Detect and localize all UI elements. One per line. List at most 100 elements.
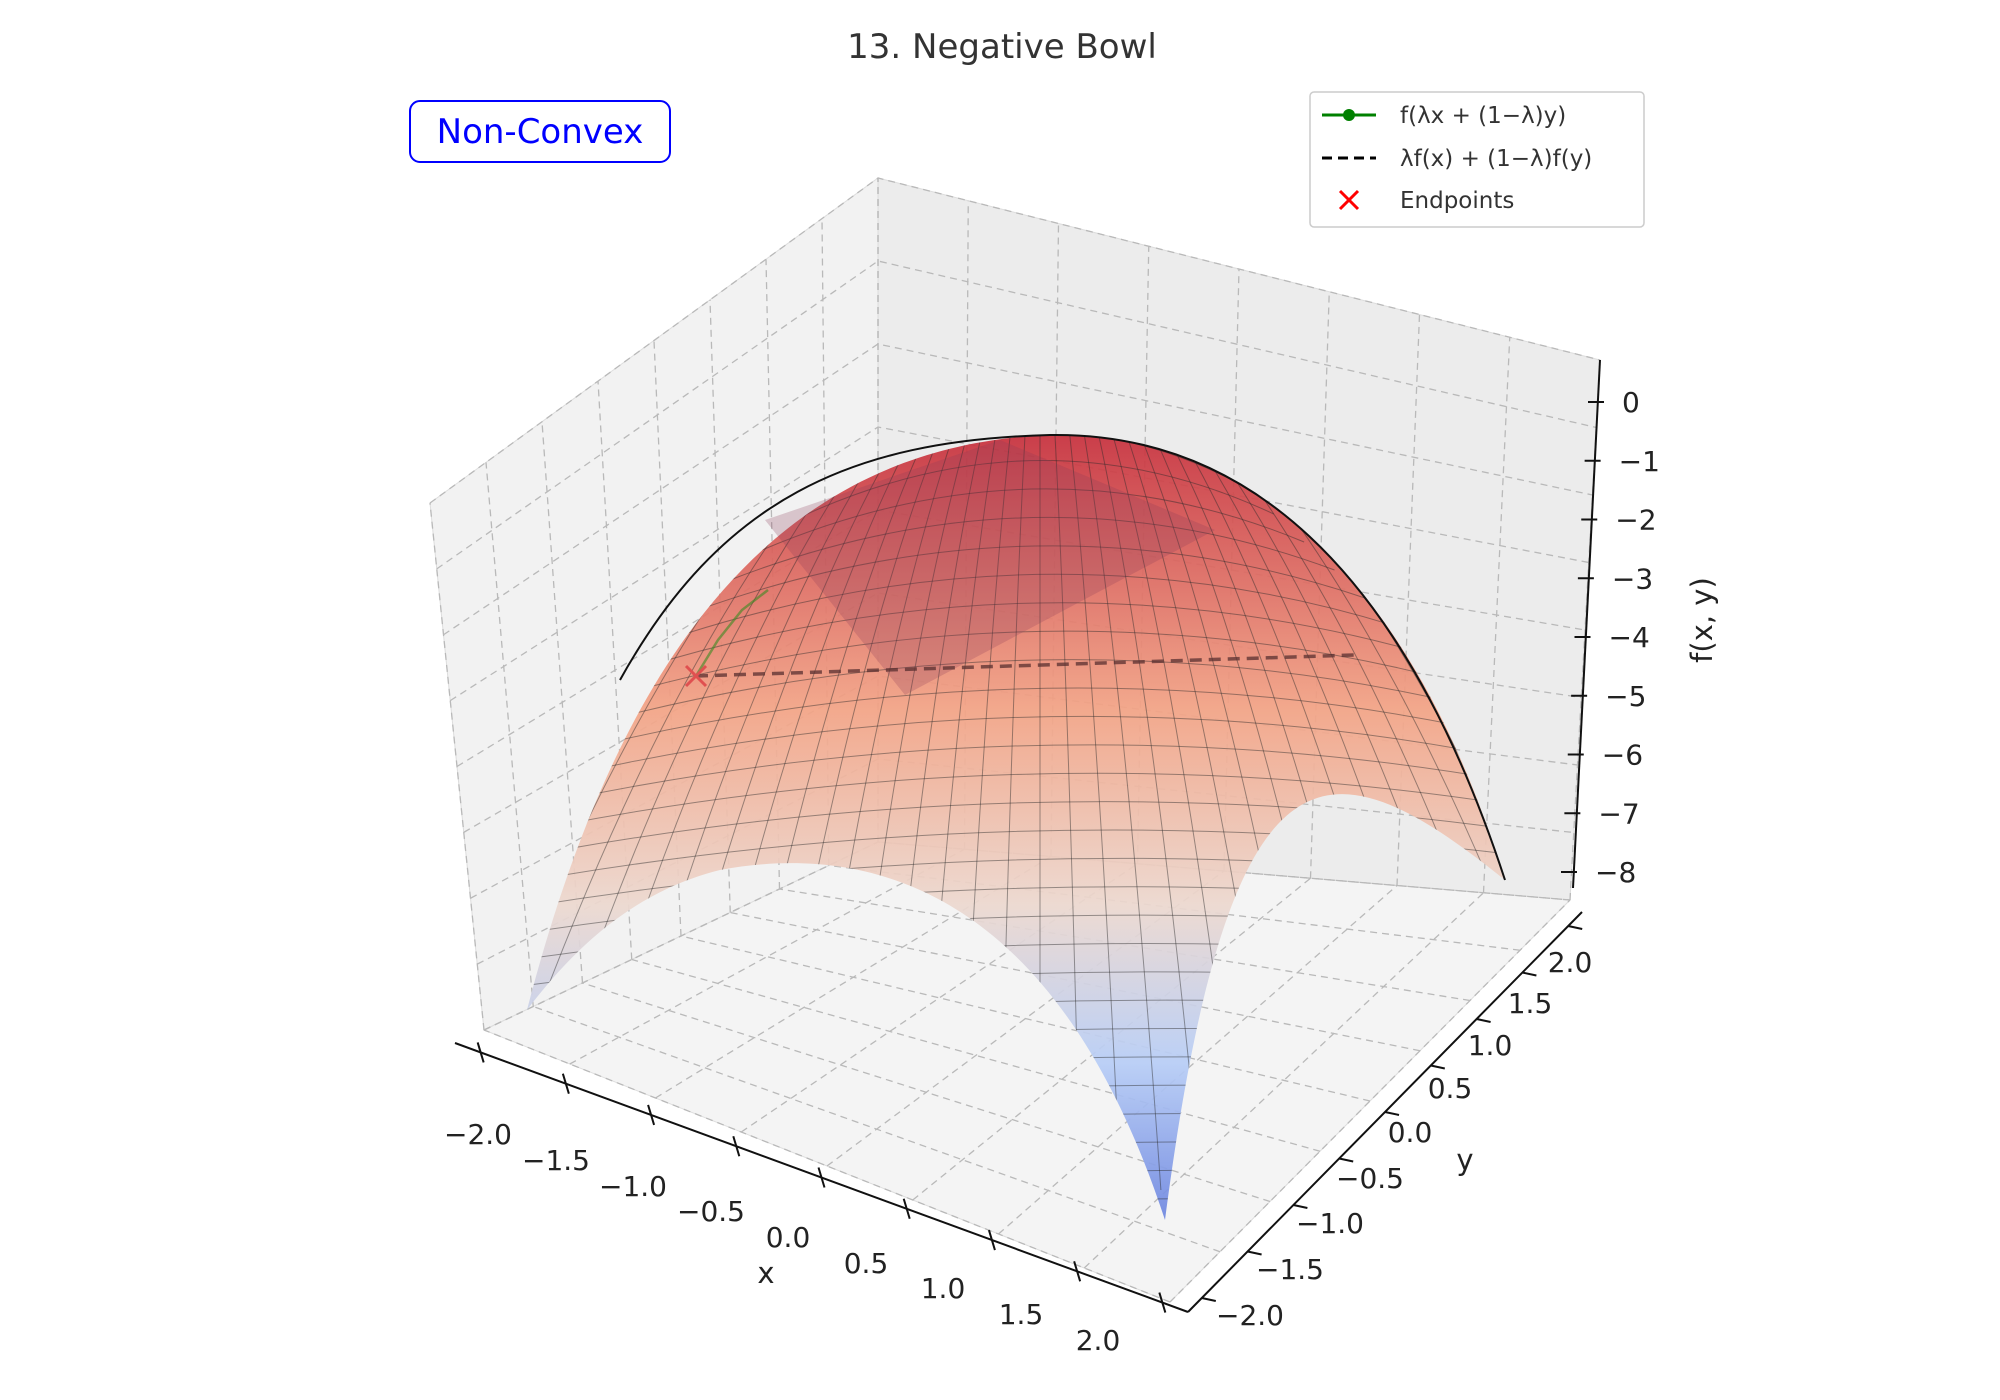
mesh-line: [527, 715, 1505, 791]
grid-line-z: [429, 177, 1601, 504]
z-tick-label: −5: [1605, 680, 1646, 713]
z-tick-label: 0: [1622, 386, 1640, 419]
grid-line-y: [533, 1005, 1221, 1253]
annotation-text: Non-Convex: [437, 112, 644, 152]
mesh-line: [537, 687, 1505, 761]
legend-entry-endpoints: [1338, 189, 1360, 211]
mesh-line: [527, 744, 1505, 821]
z-tick-label: −1: [1619, 445, 1660, 478]
x-axis-label: x: [757, 1256, 774, 1290]
mesh-line: [527, 942, 1505, 1031]
x-tick-label: 1.5: [999, 1298, 1044, 1331]
grid-line-z: [443, 343, 1593, 636]
x-tick-mark: [476, 1042, 485, 1063]
mesh-line: [527, 914, 1505, 1001]
z-tick-label: −6: [1602, 739, 1643, 772]
grid-line-x: [998, 885, 1398, 1235]
mesh-line: [761, 488, 1305, 551]
x-tick-label: −1.5: [522, 1144, 590, 1177]
legend-marker-green: [1343, 109, 1355, 121]
y-tick-label: −2.0: [1216, 1299, 1284, 1332]
y-tick-mark: [1384, 1111, 1400, 1116]
legend-label-interpolation: λf(x) + (1−λ)f(y): [1400, 146, 1592, 172]
y-tick-label: 2.0: [1548, 946, 1593, 979]
mesh-line: [1225, 445, 1505, 1191]
y-tick-mark: [1201, 1297, 1216, 1302]
chord-lines: [684, 589, 1356, 688]
mesh-line: [569, 659, 1487, 731]
annotation-box: [409, 100, 671, 163]
x-tick-label: 0.0: [766, 1221, 811, 1254]
y-tick-mark: [1247, 1250, 1262, 1256]
legend: f(λx + (1−λ)y) λf(x) + (1−λ)f(y) Endpoin…: [1309, 91, 1645, 228]
x-tick-label: 1.0: [921, 1272, 966, 1305]
z-tick-label: −3: [1612, 562, 1653, 595]
interpolation-dashed-line: [695, 653, 1356, 678]
mesh-line: [601, 630, 1457, 701]
mesh-line: [1096, 434, 1202, 1191]
z-axis-label: f(x, y): [1685, 577, 1719, 663]
mesh-line: [527, 772, 1505, 851]
x-tick-mark: [987, 1229, 996, 1251]
z-tick-label: −8: [1595, 856, 1636, 889]
axes: [454, 359, 1604, 1313]
z-axis-line: [1572, 359, 1601, 889]
x-tick-mark: [1158, 1292, 1167, 1313]
grid-line-x: [1169, 899, 1571, 1303]
x-tick-label: 2.0: [1076, 1324, 1121, 1357]
surface-rim: [619, 433, 1506, 881]
x-tick-mark: [817, 1167, 826, 1188]
grid-line-z: [449, 426, 1589, 702]
z-tick-label: −4: [1609, 621, 1650, 654]
legend-label-endpoints: Endpoints: [1400, 188, 1514, 214]
legend-frame: [1309, 91, 1645, 228]
y-axis-label: y: [1456, 1143, 1473, 1177]
chord-plane: [765, 440, 1215, 695]
x-tick-label: −0.5: [677, 1195, 745, 1228]
grid-line-y: [483, 1029, 1171, 1303]
y-tick-label: −1.5: [1256, 1253, 1324, 1286]
grid-line-x: [1083, 892, 1484, 1269]
function-path-line: [694, 589, 769, 677]
z-tick-label: −7: [1598, 797, 1639, 830]
y-tick-mark: [1293, 1204, 1308, 1209]
legend-entry-function: f(λx + (1−λ)y): [1322, 103, 1566, 129]
x-tick-mark: [561, 1073, 570, 1094]
chart-title: 13. Negative Bowl: [847, 27, 1157, 67]
mesh-line: [729, 516, 1335, 581]
y-tick-label: 0.0: [1388, 1116, 1433, 1149]
x-tick-mark: [732, 1135, 741, 1157]
y-tick-label: 1.0: [1468, 1029, 1513, 1062]
y-tick-label: −0.5: [1336, 1162, 1404, 1195]
y-tick-mark: [1476, 1018, 1491, 1023]
legend-label-function: f(λx + (1−λ)y): [1400, 103, 1566, 129]
mesh-line: [1068, 434, 1122, 1191]
y-tick-label: 0.5: [1428, 1072, 1473, 1105]
surface-body: [527, 434, 1505, 1220]
tick-labels: −2.0 −1.5 −1.0 −0.5 0.0 0.5 1.0 1.5 2.0 −2.0 −1.5 −…: [444, 386, 1660, 1357]
legend-entry-interpolation: λf(x) + (1−λ)f(y): [1322, 146, 1592, 172]
z-tick-label: −2: [1615, 504, 1656, 537]
y-tick-mark: [1430, 1064, 1446, 1070]
x-tick-label: −2.0: [444, 1118, 512, 1151]
grid-line-x: [569, 848, 965, 1065]
mesh-line: [527, 801, 1505, 881]
x-tick-mark: [647, 1104, 656, 1126]
mesh-line: [793, 459, 1274, 521]
y-tick-mark: [1568, 925, 1583, 930]
y-tick-mark: [1338, 1157, 1354, 1163]
mesh-line: [527, 829, 1505, 911]
y-tick-label: 1.5: [1508, 987, 1553, 1020]
mesh-line: [1082, 434, 1162, 1191]
x-tick-mark: [1073, 1261, 1082, 1282]
grid-line-y: [680, 935, 1371, 1102]
non-convex-annotation: Non-Convex: [409, 100, 671, 163]
x-tick-mark: [902, 1198, 911, 1220]
mesh-line: [697, 545, 1366, 611]
x-tick-label: −1.0: [599, 1170, 667, 1203]
mesh-line: [633, 602, 1426, 671]
y-tick-mark: [1522, 971, 1537, 977]
mesh-line: [665, 573, 1396, 641]
endpoint-marker: [684, 664, 708, 688]
